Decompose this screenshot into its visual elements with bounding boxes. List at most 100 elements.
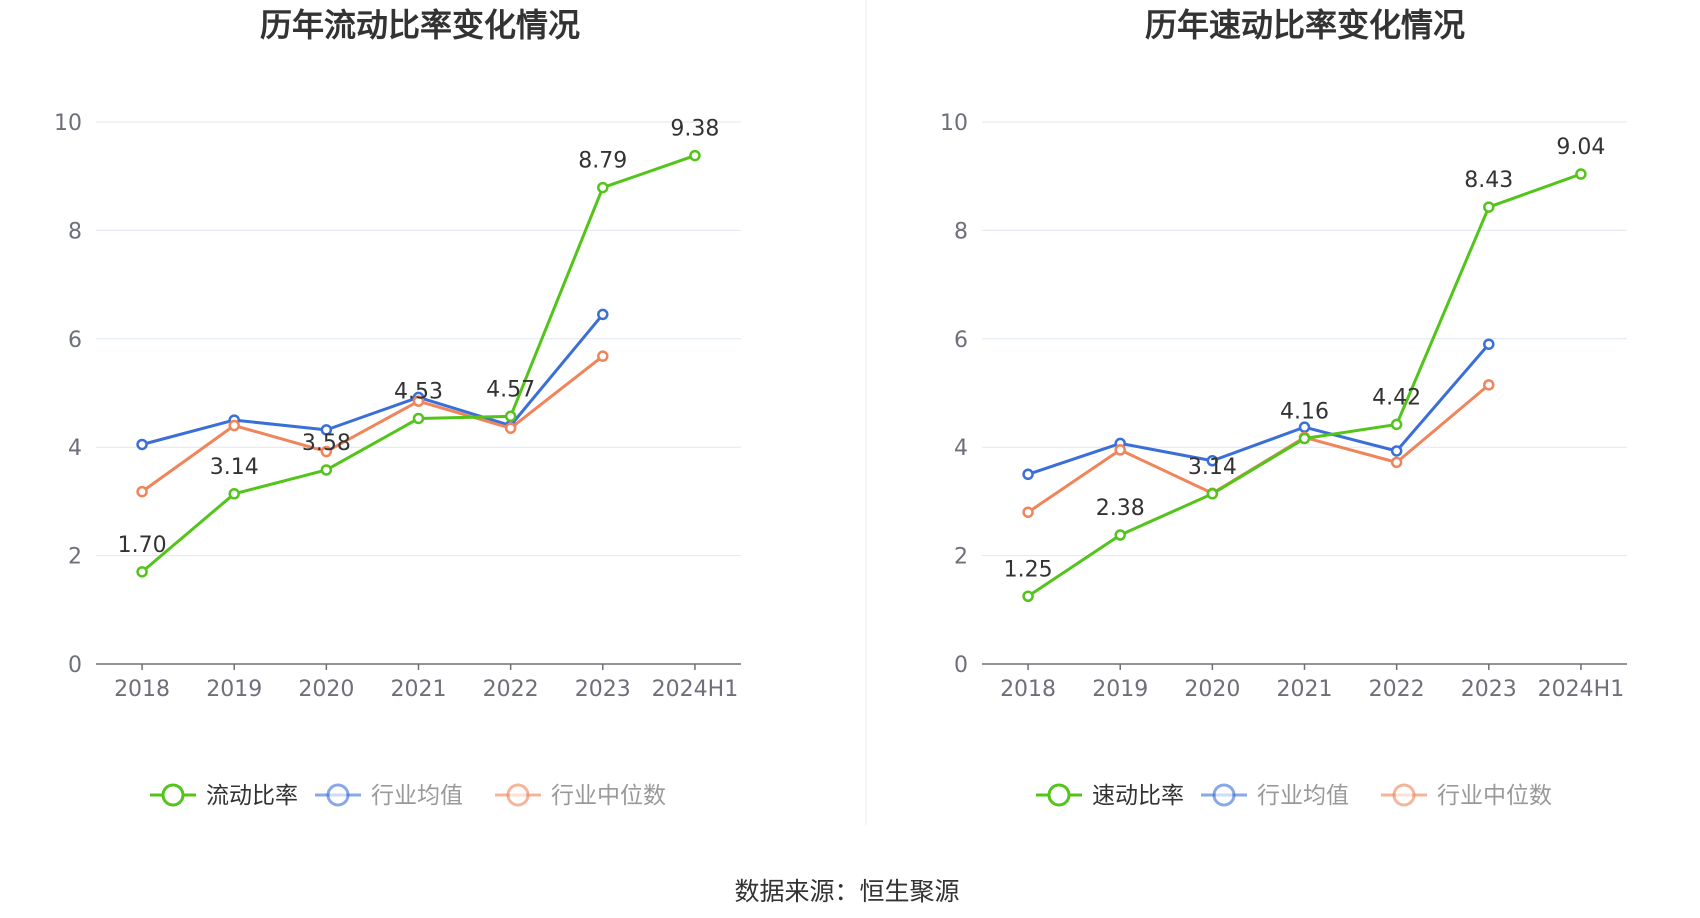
data-source: 数据来源：恒生聚源	[734, 877, 959, 906]
legend-item: 行业中位数	[495, 783, 666, 809]
legend-item: 速动比率	[1036, 783, 1184, 809]
data-point	[1390, 445, 1403, 457]
data-label: 3.58	[302, 431, 351, 456]
data-label: 2.38	[1096, 496, 1145, 521]
legend-label: 行业均值	[371, 783, 463, 809]
legend-label: 行业中位数	[551, 783, 666, 809]
legend-label: 流动比率	[206, 783, 298, 809]
legend-label: 行业中位数	[1437, 783, 1552, 809]
x-tick-label: 2018	[1000, 677, 1056, 702]
legend-swatch-marker	[326, 783, 350, 807]
data-label: 8.43	[1464, 168, 1513, 193]
legend-item: 流动比率	[150, 783, 298, 809]
data-point	[1390, 456, 1403, 469]
chart-panel-current-ratio: 历年流动比率变化情况 0 2 4 6 8 10 2018 2019 2020 2021 2022 202…	[54, 6, 741, 809]
data-label: 1.70	[118, 533, 167, 558]
data-point	[136, 438, 148, 451]
data-label: 3.14	[1188, 455, 1237, 480]
data-point	[597, 350, 609, 362]
data-point	[1022, 590, 1034, 602]
data-label: 4.16	[1280, 400, 1329, 425]
x-tick-label: 2020	[298, 677, 354, 702]
y-tick-label: 10	[940, 111, 968, 136]
legend-swatch-marker	[1392, 783, 1416, 807]
data-label: 9.04	[1556, 135, 1605, 160]
x-tick-label: 2021	[391, 677, 447, 702]
y-tick-label: 4	[954, 436, 968, 461]
series-line	[141, 354, 604, 493]
data-point	[597, 308, 609, 321]
data-point	[320, 464, 333, 476]
legend-item: 行业中位数	[1381, 783, 1552, 809]
x-tick-label: 2022	[1369, 677, 1425, 702]
legend-item: 行业均值	[1201, 783, 1349, 809]
y-tick-label: 8	[954, 219, 968, 244]
data-label: 9.38	[670, 117, 719, 142]
data-point	[689, 149, 701, 162]
y-tick-label: 8	[68, 219, 82, 244]
data-point	[136, 485, 148, 498]
data-point	[1298, 432, 1311, 445]
data-point	[1298, 421, 1311, 433]
data-point	[504, 410, 517, 423]
data-point	[1575, 168, 1587, 180]
series-line	[141, 313, 604, 446]
legend-swatch-marker	[506, 783, 530, 807]
data-point	[228, 488, 240, 500]
y-tick-label: 6	[954, 328, 968, 353]
data-point	[1483, 201, 1495, 213]
data-point	[136, 566, 148, 578]
data-point	[1114, 529, 1126, 541]
series-line	[141, 154, 696, 574]
data-point	[1483, 379, 1495, 391]
y-tick-label: 10	[54, 111, 82, 136]
x-tick-label: 2022	[483, 677, 539, 702]
legend-label: 速动比率	[1092, 783, 1184, 809]
chart-title: 历年流动比率变化情况	[260, 6, 580, 44]
data-label: 8.79	[578, 149, 627, 174]
data-point	[412, 395, 425, 407]
y-tick-label: 6	[68, 328, 82, 353]
series-line	[1027, 172, 1582, 598]
x-tick-label: 2020	[1184, 677, 1240, 702]
y-tick-label: 2	[68, 545, 82, 570]
data-point	[1022, 506, 1034, 518]
legend-swatch-marker	[161, 783, 185, 807]
data-label: 4.57	[486, 377, 535, 402]
y-tick-label: 2	[954, 545, 968, 570]
data-label: 4.53	[394, 379, 443, 404]
y-tick-label: 0	[954, 653, 968, 678]
x-tick-label: 2023	[575, 677, 631, 702]
data-point	[320, 445, 333, 458]
data-point	[1390, 418, 1403, 431]
data-label: 4.42	[1372, 385, 1421, 410]
chart-title: 历年速动比率变化情况	[1145, 6, 1465, 44]
data-point	[504, 422, 517, 434]
legend-label: 行业均值	[1257, 783, 1349, 809]
y-tick-label: 0	[68, 653, 82, 678]
data-point	[1206, 488, 1219, 500]
legend-item: 行业均值	[315, 783, 463, 809]
data-point	[1022, 468, 1034, 481]
x-tick-label: 2021	[1277, 677, 1333, 702]
data-point	[412, 412, 425, 425]
x-tick-label: 2024H1	[1538, 677, 1625, 702]
data-point	[597, 181, 609, 194]
series-line	[1027, 343, 1490, 476]
data-label: 1.25	[1004, 557, 1053, 582]
x-tick-label: 2019	[1092, 677, 1148, 702]
data-point	[1206, 455, 1219, 467]
data-point	[228, 419, 240, 432]
x-tick-label: 2023	[1461, 677, 1517, 702]
chart-panel-quick-ratio: 历年速动比率变化情况 0 2 4 6 8 10 2018 2019 2020 2021 2022 202…	[940, 6, 1627, 809]
data-point	[1483, 338, 1495, 350]
x-tick-label: 2024H1	[652, 677, 739, 702]
x-tick-label: 2018	[114, 677, 170, 702]
legend-swatch-marker	[1212, 783, 1236, 807]
data-label: 3.14	[210, 455, 259, 480]
legend-swatch-marker	[1047, 783, 1071, 807]
data-point	[1114, 444, 1126, 456]
y-tick-label: 4	[68, 436, 82, 461]
x-tick-label: 2019	[206, 677, 262, 702]
